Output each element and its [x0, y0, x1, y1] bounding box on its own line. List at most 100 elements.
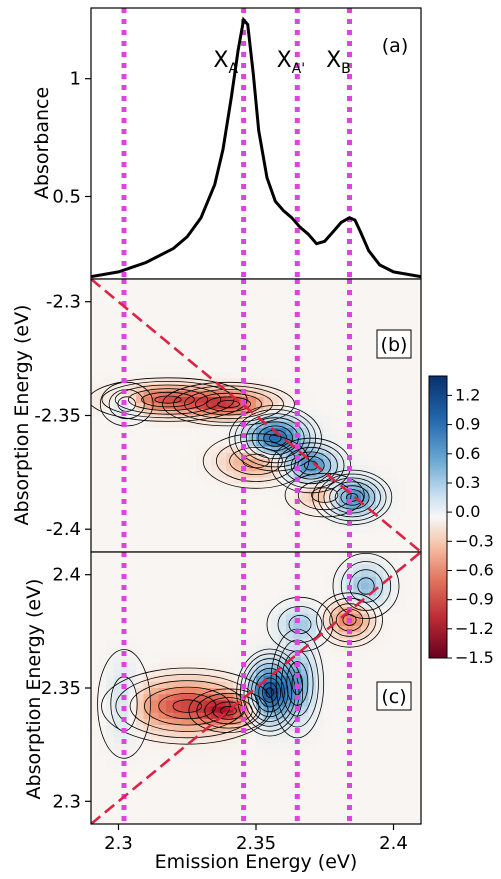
panel-c-cell: [406, 589, 415, 596]
panel-c-cell: [256, 725, 265, 732]
panel-c-cell: [181, 675, 190, 683]
panel-b-cell: [278, 409, 287, 417]
panel-b-cell: [338, 372, 347, 379]
panel-c-cell: [361, 657, 370, 664]
panel-b-cell: [323, 440, 332, 448]
panel-b-cell: [286, 322, 295, 330]
panel-b-cell: [361, 365, 370, 373]
panel-b-cell: [383, 514, 392, 522]
panel-b-cell: [196, 403, 205, 410]
panel-c-cell: [338, 582, 347, 590]
panel-c-cell: [361, 613, 370, 621]
panel-c-cell: [226, 786, 235, 794]
panel-c-cell: [308, 607, 317, 615]
panel-c-cell: [98, 780, 107, 788]
panel-c-cell: [241, 576, 250, 584]
panel-b-cell: [413, 477, 421, 485]
panel-c-cell: [241, 644, 250, 652]
panel-b-cell: [241, 285, 250, 292]
panel-b-cell: [166, 514, 175, 522]
panel-c-cell: [361, 669, 370, 677]
panel-b-cell: [173, 365, 182, 373]
panel-c-tag-box: [376, 681, 412, 711]
panel-b-cell: [158, 440, 167, 448]
panel-c-cell: [188, 786, 197, 794]
panel-c-cell: [256, 793, 265, 800]
panel-c-cell: [323, 589, 332, 596]
panel-c-cell: [158, 632, 167, 640]
panel-c-cell: [166, 718, 175, 726]
panel-c-cell: [218, 805, 227, 813]
panel-b-cell: [248, 502, 257, 510]
panel-b-cell: [203, 527, 212, 534]
panel-c-cell: [406, 811, 415, 819]
panel-c-cell: [188, 558, 197, 565]
panel-b-cell: [128, 303, 137, 311]
panel-c-cell: [166, 793, 175, 800]
panel-b-cell: [338, 334, 347, 342]
panel-a-tag: (a): [382, 35, 408, 57]
panel-c-cell: [218, 558, 227, 565]
panel-c-cell: [271, 632, 280, 640]
panel-b-cell: [383, 415, 392, 423]
panel-b-cell: [166, 334, 175, 342]
panel-b-cell: [128, 483, 137, 491]
panel-c-cell: [128, 626, 137, 633]
panel-b-cell: [413, 396, 421, 404]
panel-b-cell: [316, 316, 325, 324]
panel-b-cell: [278, 378, 287, 386]
panel-c-cell: [158, 805, 167, 813]
panel-c-cell: [113, 799, 122, 807]
panel-c-cell: [241, 768, 250, 776]
panel-b-cell: [271, 514, 280, 522]
panel-b-cell: [256, 285, 265, 292]
panel-b-cell: [151, 533, 160, 541]
panel-b-cell: [196, 334, 205, 342]
panel-b-cell: [278, 384, 287, 392]
panel-b-cell: [286, 508, 295, 516]
panel-b-cell: [218, 403, 227, 410]
panel-c-cell: [263, 780, 272, 788]
panel-b-cell: [391, 303, 400, 311]
panel-b-cell: [128, 359, 137, 367]
panel-c-cell: [248, 780, 257, 788]
panel-b-cell: [113, 440, 122, 448]
panel-b-cell: [166, 533, 175, 541]
panel-c-cell: [91, 756, 100, 763]
panel-b-cell: [331, 341, 340, 348]
panel-c-cell: [233, 805, 242, 813]
colorbar-tick-label: 1.2: [455, 385, 480, 404]
panel-a: 0.51 XA XA' XB (a) Absorbance: [31, 7, 422, 280]
panel-c-cell: [143, 601, 152, 609]
panel-c-cell: [136, 589, 145, 596]
panel-c-cell: [316, 675, 325, 683]
panel-b-cell: [263, 533, 272, 541]
panel-c-cell: [413, 663, 421, 671]
panel-b-cell: [196, 310, 205, 317]
panel-b-cell: [166, 545, 175, 552]
panel-b-cell: [406, 502, 415, 510]
panel-b-cell: [241, 471, 250, 479]
panel-b-cell: [353, 353, 362, 361]
panel-b-cell: [181, 396, 190, 404]
panel-b-cell: [218, 347, 227, 355]
panel-b-contour: [251, 421, 299, 456]
panel-c-cell: [218, 694, 227, 701]
panel-b-cell: [106, 409, 115, 417]
panel-b-cell: [391, 384, 400, 392]
panel-c-cell: [398, 768, 407, 776]
panel-b-cell: [331, 347, 340, 355]
panel-c-cell: [308, 749, 317, 757]
panel-c-cell: [286, 564, 295, 572]
panel-c-cell: [286, 712, 295, 720]
panel-c-cell: [256, 700, 265, 708]
panel-c-cell: [316, 700, 325, 708]
panel-c-cell: [331, 657, 340, 664]
panel-b-cell: [271, 508, 280, 516]
panel-b-cell: [301, 545, 310, 552]
panel-b-cell: [323, 508, 332, 516]
panel-c: 2.32.352.4 2.3 2.35 2.4 (c) Absorption Ene…: [23, 551, 422, 873]
panel-b-cell: [383, 297, 392, 305]
panel-b-cell: [91, 403, 100, 410]
panel-c-cell: [368, 632, 377, 640]
